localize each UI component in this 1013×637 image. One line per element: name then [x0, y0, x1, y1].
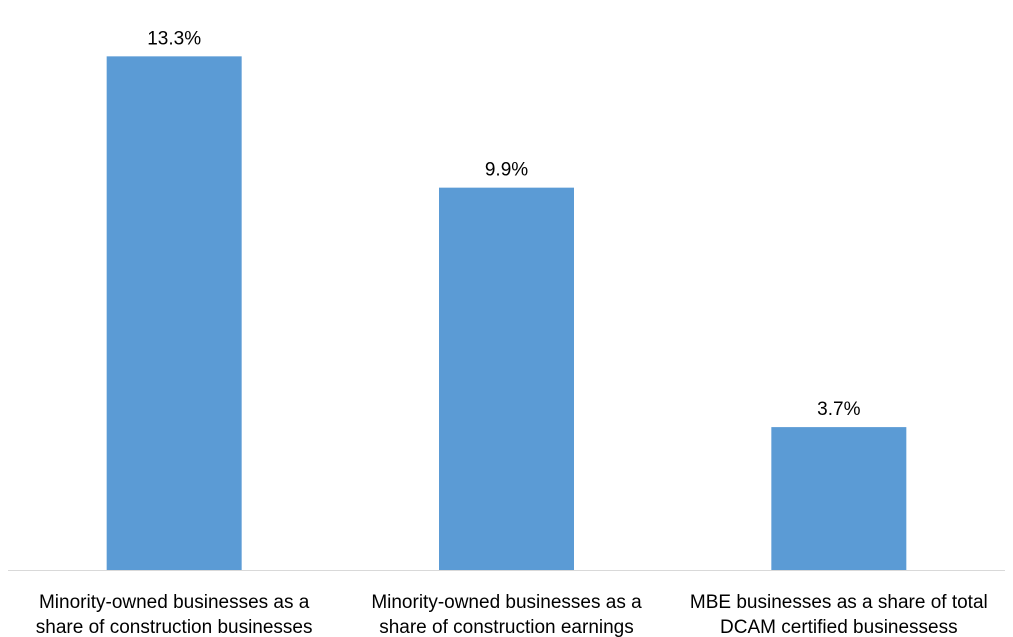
category-label-2-line-2: share of construction earnings [379, 617, 634, 637]
bar-1 [106, 56, 242, 570]
category-labels-group: Minority-owned businesses as a share of c… [36, 592, 988, 637]
bar-2 [439, 187, 574, 571]
data-label-3: 3.7% [817, 399, 860, 420]
data-labels-group: 13.3% 9.9% 3.7% [147, 28, 860, 420]
category-label-1-line-1: Minority-owned businesses as a [39, 592, 310, 613]
category-label-3-line-1: MBE businesses as a share of total [690, 592, 988, 613]
data-label-1: 13.3% [147, 28, 201, 49]
category-label-2-line-1: Minority-owned businesses as a [371, 592, 642, 613]
bars-group [106, 56, 907, 571]
data-label-2: 9.9% [485, 160, 528, 181]
bar-3 [771, 427, 907, 570]
category-label-3-line-2: DCAM certified businessess [720, 617, 958, 637]
category-label-1-line-2: share of construction businesses [36, 617, 313, 637]
